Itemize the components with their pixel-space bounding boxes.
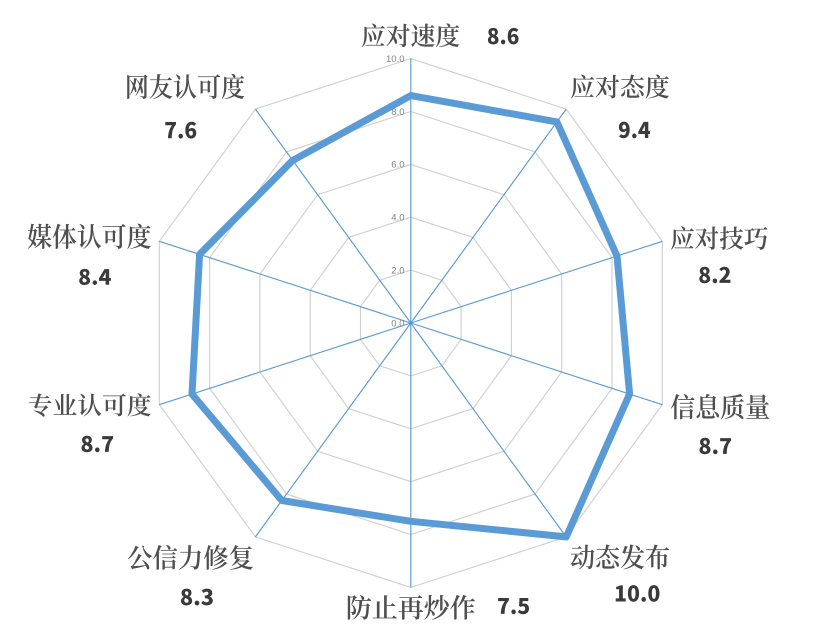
- svg-text:6.0: 6.0: [391, 160, 404, 171]
- svg-text:10.0: 10.0: [386, 54, 405, 65]
- svg-text:2.0: 2.0: [391, 265, 404, 276]
- svg-text:4.0: 4.0: [391, 213, 404, 224]
- svg-text:0.0: 0.0: [391, 318, 404, 329]
- svg-text:8.0: 8.0: [391, 107, 404, 118]
